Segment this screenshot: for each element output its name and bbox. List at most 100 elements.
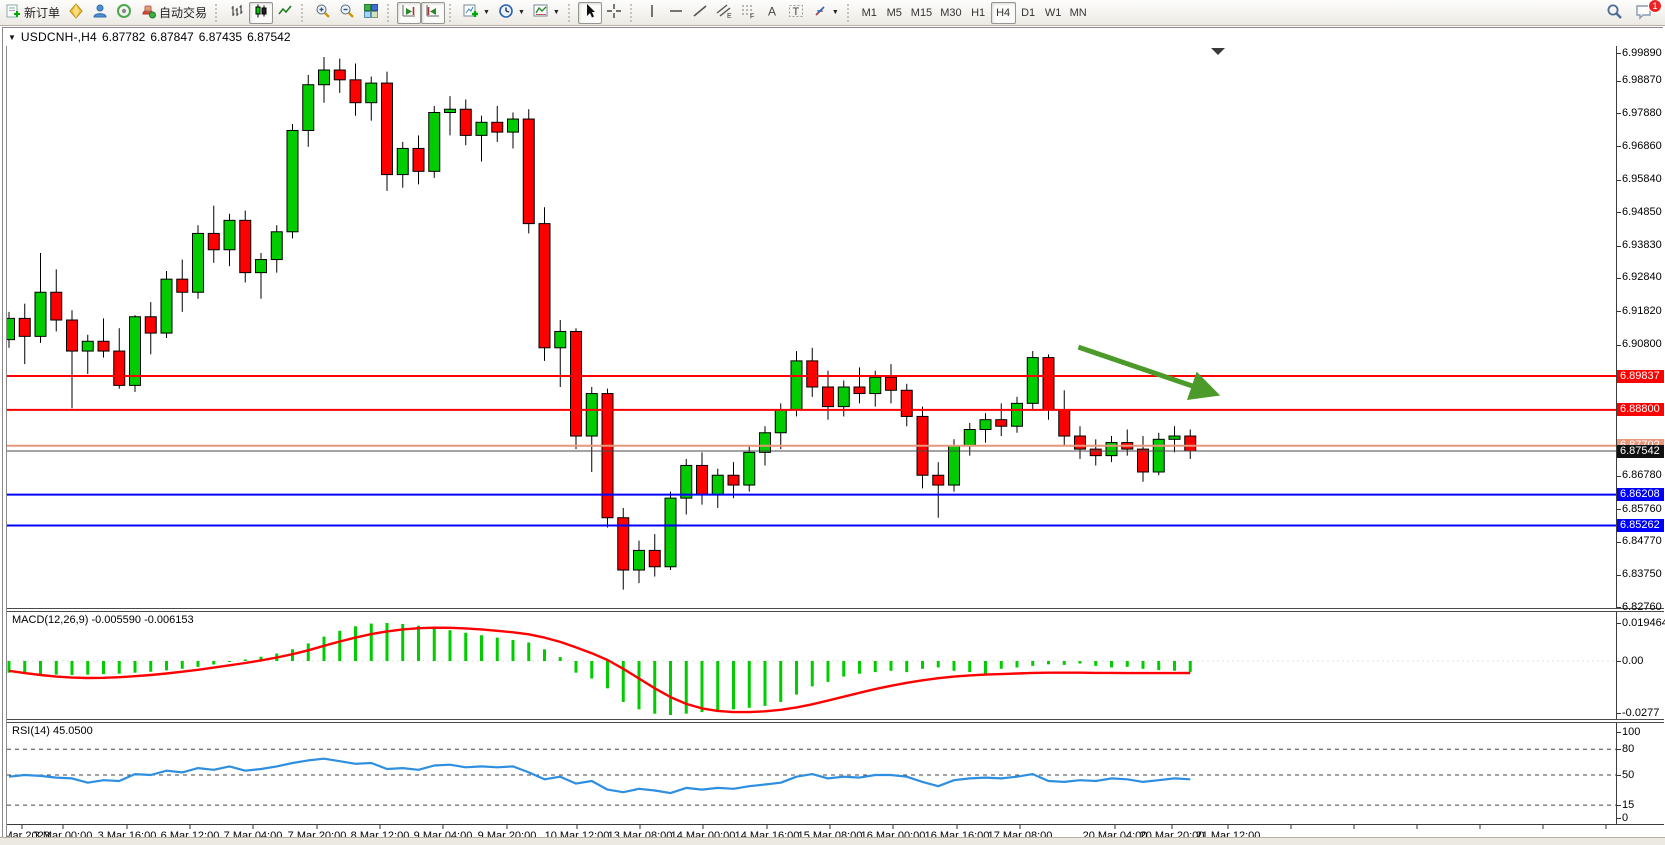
hline-price-label: 6.85262: [1617, 519, 1664, 532]
candle-down: [333, 69, 346, 81]
axis-tick: [1617, 113, 1621, 115]
candle-up: [774, 409, 787, 434]
person-icon: [92, 3, 108, 22]
cursor-icon: [582, 3, 598, 22]
price-axis-label: 6.94850: [1622, 205, 1662, 218]
text-button[interactable]: A: [760, 2, 784, 24]
candle-up: [3, 317, 15, 341]
macd-axis-label: -0.0277: [1622, 706, 1660, 719]
tf-mn-button[interactable]: MN: [1069, 6, 1087, 19]
chart-shift-marker[interactable]: [1211, 48, 1225, 55]
new-chart-button[interactable]: ▼: [459, 2, 494, 24]
equidistant-channel-button[interactable]: E: [712, 2, 736, 24]
candle-up: [34, 291, 47, 337]
pane-separator[interactable]: [7, 719, 1664, 723]
axis-tick: [1617, 574, 1621, 576]
new-chart-icon: [463, 3, 479, 22]
signals-button[interactable]: [112, 2, 136, 24]
rsi-pane[interactable]: RSI(14) 45.0500 100 80 50 15 0: [7, 723, 1664, 824]
trend-arrow[interactable]: [1077, 344, 1221, 401]
auto-trading-button[interactable]: 自动交易: [136, 2, 211, 24]
chart-panes: 6.898376.888006.877026.862086.852626.998…: [0, 46, 1665, 844]
chart-shift-icon: [425, 3, 441, 22]
search-button[interactable]: [1602, 2, 1627, 24]
candle-up: [633, 549, 645, 571]
candle-up: [837, 386, 850, 408]
main-plot[interactable]: [3, 46, 1616, 608]
text-a-icon: A: [764, 3, 780, 22]
tf-h4-button[interactable]: H4: [990, 1, 1016, 24]
candlestick-chart-button[interactable]: [249, 1, 274, 24]
price-axis-label: 6.91820: [1622, 304, 1662, 317]
channel-icon: E: [716, 3, 732, 22]
cursor-button[interactable]: [577, 1, 602, 24]
new-order-button[interactable]: 新订单: [2, 2, 64, 24]
axis-tick: [1617, 146, 1621, 148]
open-value: 6.87782: [101, 30, 146, 44]
auto-scroll-button[interactable]: [397, 1, 422, 24]
arrows-icon: [812, 3, 828, 22]
price-axis-label: 6.86780: [1622, 469, 1662, 482]
zoom-out-button[interactable]: [335, 2, 359, 24]
axis-tick: [1617, 661, 1621, 662]
macd-axis-label: 0.00: [1622, 654, 1644, 667]
horizontal-line-button[interactable]: [664, 2, 688, 24]
bar-chart-button[interactable]: [225, 2, 249, 24]
axis-tick: [1617, 179, 1621, 181]
axis-tick: [1617, 541, 1621, 543]
community-button[interactable]: [88, 2, 112, 24]
templates-button[interactable]: ▼: [529, 2, 564, 24]
toolbar-right: 1: [1602, 0, 1663, 24]
text-label-button[interactable]: T: [784, 2, 808, 24]
candle-down: [1137, 448, 1149, 473]
candle-up: [1105, 442, 1118, 457]
candle-down: [1089, 448, 1102, 457]
price-axis[interactable]: 6.898376.888006.877026.862086.852626.998…: [1616, 46, 1664, 612]
main-price-pane[interactable]: 6.898376.888006.877026.862086.852626.998…: [3, 46, 1664, 612]
tile-windows-button[interactable]: [359, 2, 383, 24]
line-chart-button[interactable]: [273, 2, 297, 24]
zoom-in-button[interactable]: [311, 2, 335, 24]
zoom-in-icon: [315, 3, 331, 22]
crosshair-icon: [606, 3, 622, 22]
tf-m5-button[interactable]: M5: [886, 6, 902, 19]
candle-up: [963, 428, 976, 447]
arrows-button[interactable]: ▼: [808, 2, 843, 24]
signal-icon: [116, 3, 132, 22]
candle-up: [270, 231, 283, 261]
tf-m1-button[interactable]: M1: [861, 6, 877, 19]
macd-pane[interactable]: MACD(12,26,9) -0.005590 -0.006153 0.0194…: [7, 612, 1665, 719]
tf-w1-button[interactable]: W1: [1044, 6, 1062, 19]
pane-separator[interactable]: [7, 608, 1664, 612]
chart-shift-button[interactable]: [421, 1, 446, 24]
candle-down: [806, 360, 819, 388]
candle-down: [412, 147, 425, 172]
candle-down: [727, 474, 740, 486]
crosshair-button[interactable]: [602, 2, 626, 24]
toolbar-grip: [449, 3, 455, 22]
vertical-line-icon: [644, 3, 660, 22]
market-watch-button[interactable]: [64, 2, 88, 24]
candle-up: [365, 82, 378, 104]
candle-up: [554, 330, 567, 349]
tf-m30-button[interactable]: M30: [940, 6, 962, 19]
tf-h1-button[interactable]: H1: [971, 6, 986, 19]
trendline-button[interactable]: [688, 2, 712, 24]
tf-m15-button[interactable]: M15: [910, 6, 933, 19]
candle-up: [286, 129, 299, 233]
axis-tick: [1617, 277, 1621, 279]
axis-tick: [1617, 713, 1621, 714]
chart-dropdown-icon: ▼: [8, 32, 16, 42]
candle-up: [192, 232, 204, 293]
candle-up: [759, 432, 771, 453]
axis-tick: [1617, 732, 1621, 733]
vertical-line-button[interactable]: [640, 2, 664, 24]
candle-up: [979, 419, 992, 430]
tf-d1-button[interactable]: D1: [1021, 6, 1036, 19]
fibonacci-button[interactable]: F: [736, 2, 760, 24]
candle-down: [50, 291, 63, 321]
candle-down: [522, 118, 535, 225]
candle-down: [1058, 409, 1071, 437]
period-button[interactable]: ▼: [494, 2, 529, 24]
notifications-button[interactable]: 1: [1631, 0, 1662, 24]
